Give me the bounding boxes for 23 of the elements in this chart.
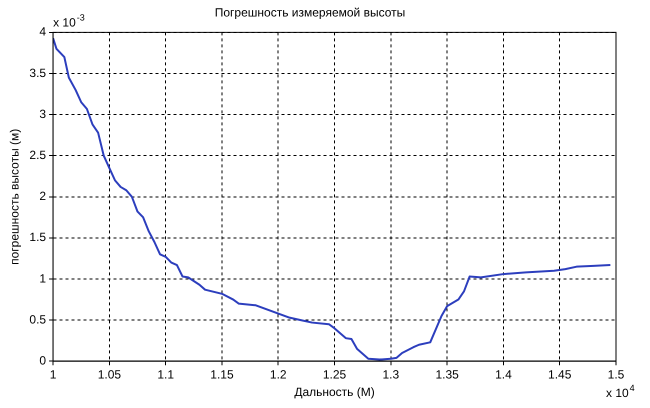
y-tick-label: 0 bbox=[39, 354, 46, 368]
y-tick-label: 0.5 bbox=[29, 312, 46, 326]
y-tick-label: 2.5 bbox=[29, 148, 46, 162]
y-tick-label: 3 bbox=[39, 106, 46, 121]
x-tick-label: 1.15 bbox=[210, 368, 234, 382]
x-tick-label: 1.05 bbox=[98, 368, 122, 382]
x-tick-label: 1.5 bbox=[608, 368, 625, 382]
x-tick-label: 1.35 bbox=[435, 368, 460, 382]
x-axis-title: Дальность (М) bbox=[294, 385, 375, 400]
x-tick-label: 1.4 bbox=[495, 368, 512, 382]
x-tick-label: 1.1 bbox=[157, 368, 174, 382]
y-axis-title: погрешность высоты (м) bbox=[8, 128, 22, 265]
y-tick-label: 1.5 bbox=[29, 230, 46, 244]
y-tick-label: 3.5 bbox=[29, 66, 46, 80]
y-tick-label: 2 bbox=[39, 189, 46, 204]
y-tick-label: 4 bbox=[39, 24, 46, 39]
x-tick-label: 1 bbox=[50, 368, 57, 382]
y-tick-label: 1 bbox=[39, 271, 46, 286]
chart-title: Погрешность измеряемой высоты bbox=[214, 6, 406, 20]
x-tick-label: 1.2 bbox=[270, 368, 287, 382]
x-tick-label: 1.45 bbox=[548, 368, 572, 382]
x-tick-label: 1.25 bbox=[322, 368, 347, 382]
x-tick-label: 1.3 bbox=[382, 368, 400, 382]
